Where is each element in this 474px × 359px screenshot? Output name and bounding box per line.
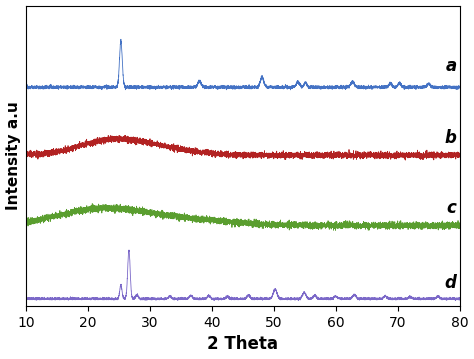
Y-axis label: Intensity a.u: Intensity a.u	[6, 102, 20, 210]
X-axis label: 2 Theta: 2 Theta	[207, 335, 278, 354]
Text: c: c	[447, 199, 456, 217]
Text: d: d	[445, 274, 456, 292]
Text: a: a	[445, 56, 456, 75]
Text: b: b	[445, 129, 456, 147]
